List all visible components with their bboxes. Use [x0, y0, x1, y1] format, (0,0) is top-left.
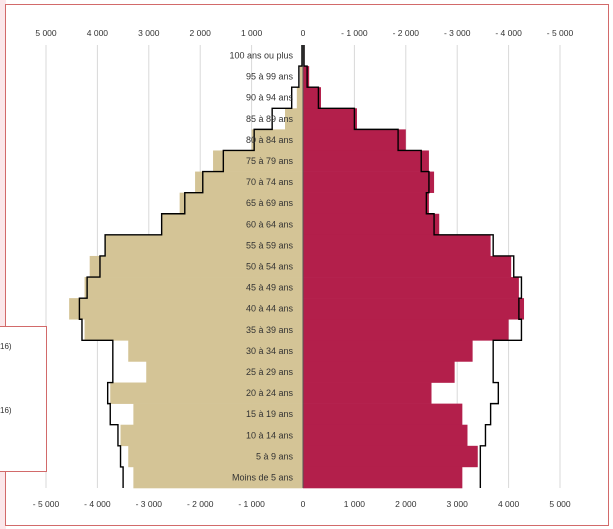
- bar-right: [303, 361, 455, 383]
- top-tick-label: 5 000: [35, 28, 57, 38]
- age-group-label: 25 à 29 ans: [246, 367, 294, 377]
- age-group-label: 45 à 49 ans: [246, 283, 294, 293]
- legend-label-2: 16): [0, 406, 12, 415]
- bar-right: [303, 150, 429, 172]
- bottom-tick-label: 4 000: [498, 499, 520, 509]
- bar-left: [161, 213, 303, 236]
- bar-right: [303, 234, 491, 257]
- bar-left: [133, 466, 303, 489]
- age-group-label: 50 à 54 ans: [246, 262, 294, 272]
- bar-right: [303, 403, 463, 426]
- bar-left: [128, 340, 303, 362]
- age-group-label: 70 à 74 ans: [246, 177, 294, 187]
- bar-left: [179, 192, 303, 215]
- age-group-label: 85 à 89 ans: [246, 114, 294, 124]
- bar-right: [303, 340, 473, 362]
- age-group-label: 90 à 94 ans: [246, 93, 294, 103]
- bar-left: [195, 171, 303, 193]
- bottom-tick-label: - 5 000: [33, 499, 60, 509]
- top-tick-label: - 4 000: [495, 28, 522, 38]
- background-shape-left: [0, 0, 6, 529]
- age-group-label: 35 à 39 ans: [246, 325, 294, 335]
- age-group-label: 40 à 44 ans: [246, 304, 294, 314]
- bar-right: [303, 277, 519, 299]
- bar-left: [110, 382, 303, 404]
- bar-left: [120, 424, 303, 447]
- age-group-label: 5 à 9 ans: [256, 451, 294, 461]
- bar-left: [133, 403, 303, 426]
- age-group-label: Moins de 5 ans: [232, 472, 294, 482]
- age-group-label: 15 à 19 ans: [246, 409, 294, 419]
- bottom-tick-label: - 3 000: [136, 499, 163, 509]
- age-group-label: 65 à 69 ans: [246, 198, 294, 208]
- bar-left: [285, 108, 303, 130]
- age-group-label: 60 à 64 ans: [246, 219, 294, 229]
- bar-right: [303, 298, 525, 320]
- top-tick-label: - 5 000: [547, 28, 574, 38]
- bottom-tick-label: - 2 000: [187, 499, 214, 509]
- bar-right: [303, 213, 440, 236]
- bar-left: [296, 87, 303, 109]
- age-group-label: 100 ans ou plus: [229, 51, 293, 61]
- age-group-label: 75 à 79 ans: [246, 156, 294, 166]
- bar-left: [105, 234, 303, 257]
- outline-right: [303, 45, 523, 488]
- bottom-tick-label: 5 000: [549, 499, 571, 509]
- bar-left: [84, 319, 303, 341]
- bar-right: [303, 192, 429, 215]
- top-tick-label: 1 000: [241, 28, 263, 38]
- top-tick-label: 4 000: [87, 28, 109, 38]
- bar-right: [303, 382, 432, 404]
- bar-left: [84, 277, 303, 299]
- bar-left: [146, 361, 303, 383]
- bottom-tick-label: 1 000: [344, 499, 366, 509]
- bar-right: [303, 129, 406, 151]
- bar-left: [251, 129, 303, 151]
- bottom-tick-label: - 1 000: [238, 499, 265, 509]
- age-group-label: 10 à 14 ans: [246, 430, 294, 440]
- top-tick-label: - 3 000: [444, 28, 471, 38]
- bar-right: [303, 171, 435, 193]
- bar-right: [303, 108, 357, 130]
- legend-label-1: 16): [0, 342, 12, 351]
- outline-left: [78, 45, 303, 488]
- age-group-label: 30 à 34 ans: [246, 346, 294, 356]
- bar-right: [303, 255, 512, 278]
- age-group-label: 20 à 24 ans: [246, 388, 294, 398]
- bar-left: [89, 255, 303, 278]
- age-group-label: 55 à 59 ans: [246, 240, 294, 250]
- bar-right: [303, 424, 468, 447]
- top-tick-label: - 1 000: [341, 28, 368, 38]
- legend-box: 16) 16): [0, 326, 47, 472]
- top-tick-label: - 2 000: [393, 28, 420, 38]
- age-group-label: 95 à 99 ans: [246, 72, 294, 82]
- bar-right: [303, 445, 478, 468]
- bar-left: [299, 66, 303, 88]
- top-tick-label: 3 000: [138, 28, 160, 38]
- bar-left: [128, 445, 303, 468]
- bottom-tick-label: 3 000: [447, 499, 469, 509]
- bar-right: [303, 319, 509, 341]
- bar-right: [303, 66, 310, 88]
- bottom-tick-label: 0: [301, 499, 306, 509]
- bottom-tick-label: - 4 000: [84, 499, 111, 509]
- bottom-tick-label: 2 000: [395, 499, 417, 509]
- top-tick-label: 2 000: [190, 28, 212, 38]
- bar-left: [69, 298, 303, 320]
- top-tick-label: 0: [301, 28, 306, 38]
- bar-right: [303, 87, 321, 109]
- age-group-label: 80 à 84 ans: [246, 135, 294, 145]
- bar-right: [303, 466, 463, 489]
- bar-left: [213, 150, 303, 172]
